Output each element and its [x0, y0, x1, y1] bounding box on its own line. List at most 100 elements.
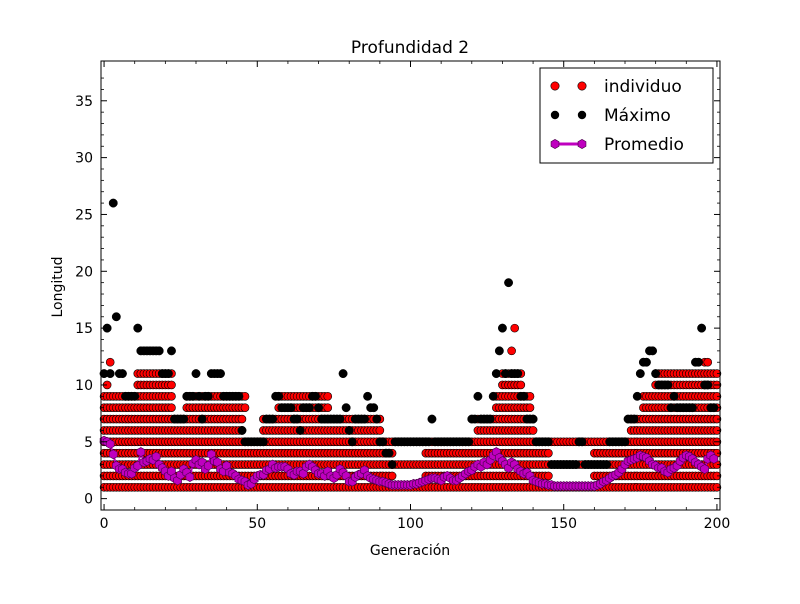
maximo-point [163, 369, 173, 379]
maximo-point [191, 369, 201, 379]
maximo-point [133, 323, 143, 333]
maximo-point [663, 380, 673, 390]
maximo-point [642, 357, 651, 367]
maximo-point [108, 198, 118, 208]
y-tick-label: 30 [75, 151, 93, 167]
maximo-point [154, 346, 164, 356]
individuo-point [712, 369, 722, 378]
legend-marker-individuo [577, 81, 587, 91]
individuo-point [712, 471, 722, 481]
legend-label-promedio: Promedio [604, 135, 684, 155]
maximo-point [292, 414, 302, 424]
maximo-point [203, 391, 213, 401]
maximo-point [473, 391, 483, 401]
maximo-point [341, 403, 351, 413]
maximo-point [494, 346, 504, 356]
promedio-point [207, 449, 216, 460]
promedio-point [700, 464, 709, 475]
individuo-point [323, 392, 333, 401]
promedio-point [185, 472, 195, 482]
individuo-point [516, 380, 526, 390]
maximo-point [130, 391, 140, 401]
maximo-point [286, 403, 296, 413]
plot-area [99, 198, 722, 492]
maximo-point [387, 460, 397, 469]
individuo-point [507, 346, 516, 356]
individuo-point [712, 482, 722, 492]
maximo-point [274, 391, 284, 401]
individuo-point [510, 323, 519, 333]
y-tick-label: 5 [84, 435, 93, 451]
maximo-point [687, 403, 697, 413]
legend-marker-promedio [550, 139, 560, 149]
maximo-point [577, 437, 587, 447]
maximo-point [543, 437, 553, 447]
maximo-point [335, 414, 345, 424]
individuo-point [167, 380, 176, 390]
maximo-point [519, 391, 529, 401]
legend-label-individuo: individuo [604, 77, 682, 97]
promedio-point [213, 457, 222, 468]
individuo-point [712, 392, 722, 401]
y-tick-label: 0 [84, 492, 93, 508]
maximo-point [651, 369, 661, 379]
maximo-point [258, 437, 268, 447]
promedio-point [709, 453, 719, 464]
legend-label-maximo: Máximo [604, 106, 671, 126]
maximo-point [234, 391, 244, 401]
maximo-point [632, 391, 642, 401]
maximo-point [602, 460, 612, 469]
y-tick-label: 15 [75, 321, 93, 337]
legend-marker-individuo [550, 81, 560, 91]
maximo-point [504, 278, 514, 288]
y-axis-label: Longitud [50, 256, 66, 317]
maximo-point [491, 369, 501, 379]
individuo-point [105, 357, 115, 367]
y-tick-label: 25 [75, 207, 93, 223]
maximo-point [314, 403, 324, 413]
maximo-point [118, 369, 127, 379]
individuo-point [525, 403, 535, 412]
individuo-point [375, 426, 385, 435]
individuo-point [544, 471, 553, 481]
maximo-point [513, 369, 523, 379]
x-tick-label: 150 [550, 516, 577, 532]
y-tick-label: 20 [75, 264, 93, 280]
maximo-point [344, 425, 354, 435]
individuo-point [544, 448, 553, 458]
promedio-point [105, 439, 115, 450]
maximo-point [111, 312, 121, 322]
maximo-point [427, 414, 437, 424]
maximo-point [497, 323, 507, 333]
individuo-point [167, 392, 176, 401]
maximo-point [697, 323, 707, 333]
individuo-point [387, 471, 397, 481]
individuo-point [240, 403, 250, 412]
legend-marker-maximo [550, 110, 560, 120]
maximo-point [369, 403, 379, 413]
x-tick-label: 200 [704, 516, 731, 532]
maximo-point [571, 460, 581, 469]
maximo-point [363, 391, 373, 401]
y-tick-label: 10 [75, 378, 93, 394]
maximo-point [347, 437, 357, 447]
maximo-point [464, 437, 474, 447]
maximo-point [304, 403, 314, 413]
maximo-point [629, 414, 639, 424]
promedio-point [108, 449, 118, 460]
x-axis-label: Generación [370, 543, 450, 559]
individuo-point [323, 403, 333, 412]
maximo-point [384, 448, 394, 458]
maximo-point [295, 425, 305, 435]
individuo-point [237, 414, 247, 424]
maximo-point [635, 369, 645, 379]
maximo-point [179, 414, 189, 424]
maximo-point [378, 437, 388, 447]
maximo-point [709, 403, 719, 413]
x-tick-label: 0 [100, 516, 109, 532]
maximo-point [360, 414, 369, 424]
maximo-point [669, 391, 679, 401]
maximo-point [528, 414, 538, 424]
